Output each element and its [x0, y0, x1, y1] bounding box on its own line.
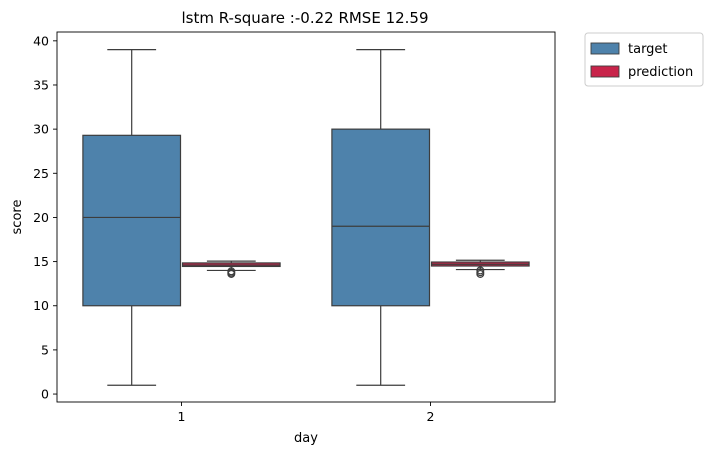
chart-title: lstm R-square :-0.22 RMSE 12.59: [181, 9, 428, 27]
box-target-day-2: [331, 49, 431, 386]
outlier-point: [227, 267, 236, 276]
legend-label-prediction: prediction: [628, 65, 693, 80]
y-tick-label: 40: [33, 33, 49, 48]
box-iqr: [331, 128, 431, 307]
legend-swatch-target: [590, 42, 620, 55]
y-axis: 0 5 10 15 20 25 30 35 40: [33, 33, 57, 402]
y-tick-label: 5: [41, 342, 49, 357]
legend: target prediction: [584, 32, 704, 87]
box-target-day-1: [82, 49, 182, 386]
legend-swatch-prediction: [590, 65, 620, 78]
box-iqr: [82, 134, 182, 307]
y-axis-label: score: [10, 200, 25, 235]
x-tick-label: 2: [427, 409, 435, 424]
x-tick-label: 1: [178, 409, 186, 424]
x-axis-label: day: [294, 431, 318, 446]
plot-area: [82, 49, 530, 386]
box-prediction-day-1: [181, 260, 281, 278]
y-tick-label: 15: [33, 254, 49, 269]
y-tick-label: 35: [33, 77, 49, 92]
y-tick-label: 30: [33, 122, 49, 137]
y-tick-label: 10: [33, 298, 49, 313]
legend-label-target: target: [628, 42, 668, 57]
outlier-point: [476, 266, 485, 275]
box-prediction-day-2: [430, 259, 530, 278]
y-tick-label: 25: [33, 166, 49, 181]
y-tick-label: 0: [41, 387, 49, 402]
y-tick-label: 20: [33, 210, 49, 225]
